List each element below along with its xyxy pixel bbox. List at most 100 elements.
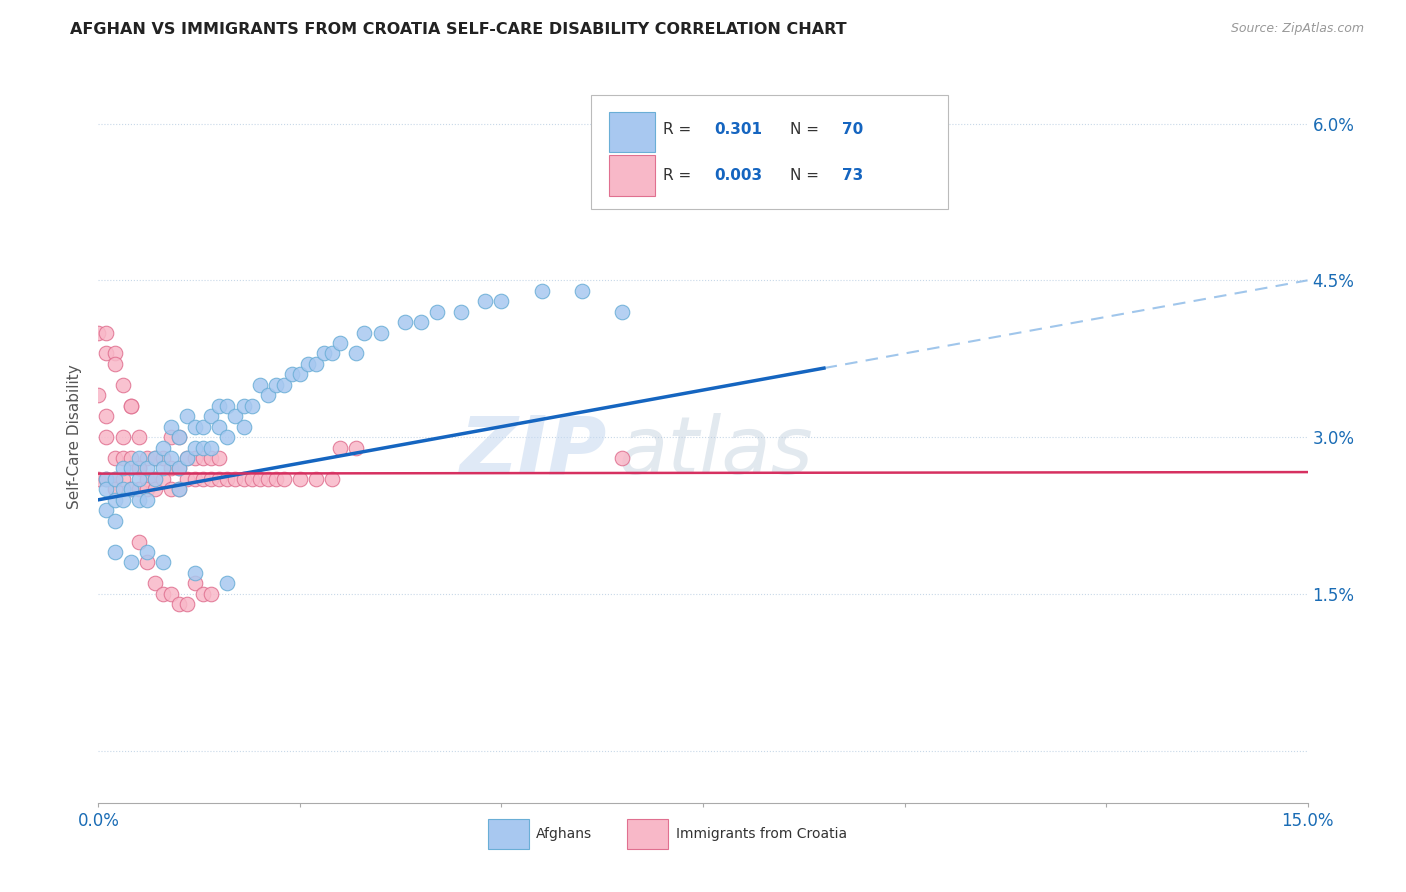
Point [96,326,118,340]
Point [612,304,634,318]
Point [135,483,157,497]
Text: R =: R = [664,168,696,183]
Point [530,284,553,298]
Text: Immigrants from Croatia: Immigrants from Croatia [676,827,848,841]
Text: 70: 70 [842,122,863,137]
Point [103,357,125,371]
Point [176,450,198,465]
Point [143,472,166,486]
Point [103,514,125,528]
Point [135,556,157,570]
Point [111,430,134,444]
Point [103,450,125,465]
Point [353,326,375,340]
Point [370,326,392,340]
Point [128,534,150,549]
Point [152,472,174,486]
Point [120,483,142,497]
Point [152,556,174,570]
Point [273,377,295,392]
Point [120,399,142,413]
Text: Source: ZipAtlas.com: Source: ZipAtlas.com [1230,22,1364,36]
Point [135,492,157,507]
Point [176,450,198,465]
Point [96,472,118,486]
Point [128,472,150,486]
Point [167,461,190,475]
Text: atlas: atlas [619,413,813,491]
Point [184,576,207,591]
Point [160,483,183,497]
Point [224,409,246,424]
Point [87,472,110,486]
Point [256,388,278,402]
Point [264,472,287,486]
Point [111,461,134,475]
Point [103,483,125,497]
Point [128,430,150,444]
Point [281,368,304,382]
Point [193,587,215,601]
Point [152,587,174,601]
Point [249,472,271,486]
Point [96,430,118,444]
Point [111,492,134,507]
Point [96,483,118,497]
Point [474,294,496,309]
Point [96,472,118,486]
Point [426,304,449,318]
Point [329,441,352,455]
Point [184,441,207,455]
Point [128,483,150,497]
Point [128,450,150,465]
Point [128,492,150,507]
Point [208,472,231,486]
Point [240,472,263,486]
Point [305,357,328,371]
Text: R =: R = [664,122,696,137]
Point [152,450,174,465]
Point [200,450,222,465]
Point [394,315,416,329]
Point [120,399,142,413]
Point [409,315,432,329]
Point [160,430,183,444]
Point [184,472,207,486]
Point [103,472,125,486]
Point [152,461,174,475]
Point [111,472,134,486]
Point [321,472,343,486]
Point [193,472,215,486]
Point [184,419,207,434]
Point [103,346,125,360]
Point [208,399,231,413]
Point [264,377,287,392]
Point [612,450,634,465]
Point [96,503,118,517]
Point [120,556,142,570]
Point [305,472,328,486]
Point [111,483,134,497]
Point [450,304,472,318]
Point [128,461,150,475]
Point [344,346,367,360]
Point [160,450,183,465]
Text: N =: N = [790,168,824,183]
Point [128,461,150,475]
Point [224,472,246,486]
Point [288,368,311,382]
FancyBboxPatch shape [488,819,529,849]
Point [103,492,125,507]
Point [96,409,118,424]
Point [321,346,343,360]
Text: Afghans: Afghans [536,827,592,841]
Text: ZIP: ZIP [458,413,606,491]
Point [217,472,239,486]
Point [135,461,157,475]
Point [232,419,254,434]
Text: 0.003: 0.003 [714,168,762,183]
Point [152,441,174,455]
Point [176,597,198,611]
Text: 73: 73 [842,168,863,183]
Point [232,399,254,413]
